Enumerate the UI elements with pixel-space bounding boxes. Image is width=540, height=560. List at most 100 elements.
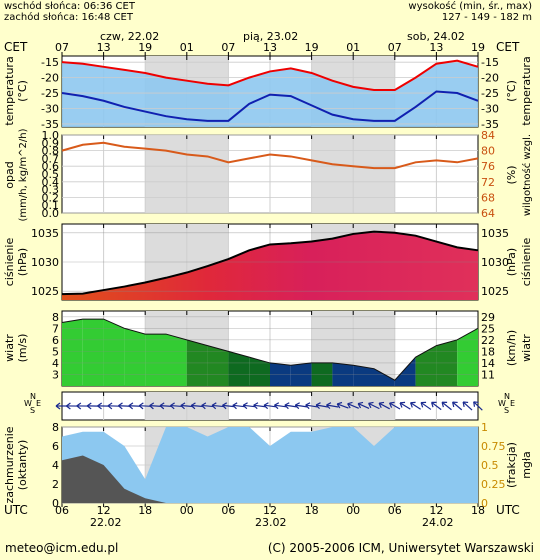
precip-ytick: 0.6 [42,160,60,173]
wind-ytick: 7 [52,322,59,335]
contact-email[interactable]: meteo@icm.edu.pl [5,541,119,555]
svg-text:W: W [24,399,32,408]
fog-ytick: 0.75 [481,440,506,453]
wind-ytick: 5 [52,345,59,358]
wind-arrow [326,402,339,410]
wind-arrow [76,402,89,410]
elevation-values: 127 - 149 - 182 m [441,12,532,23]
elevation-label: wysokość (min, śr., max) [408,1,532,12]
temp-min-line [61,90,479,122]
wind-arrow [201,402,214,410]
day-label-1: czw, 22.02 [100,30,159,43]
wind-area-segment [207,345,229,386]
bottom-hour-label: 18 [305,504,319,517]
wind-arrow [190,402,204,410]
cloud-ytick: 0 [52,497,59,510]
top-hour-label: 19 [138,41,152,54]
wind-arrow [138,402,152,410]
bottom-hour-label: 06 [55,504,69,517]
wind-area-segment [103,319,125,386]
top-zone-left: CET [4,40,28,54]
temp-ytick: -30 [41,102,59,115]
precip-ytick: 0.9 [42,137,60,150]
svg-text:S: S [504,406,509,415]
wind-area-segment [82,319,104,386]
top-hour-label: 01 [346,41,360,54]
wind-area-segment [249,357,270,386]
compass-icon-left: NSW E [24,392,41,415]
bottom-hour-label: 18 [138,504,152,517]
wind-arrow [441,401,452,411]
bottom-hour-label: 12 [263,504,277,517]
copyright-text: (C) 2005-2006 ICM, Uniwersytet Warszawsk… [267,541,534,555]
wind-ylabel-right: wiatr [520,334,533,362]
meteogram: CET CET UTC UTC czw, 22.02 pią, 23.02 so… [3,30,533,529]
svg-text:N: N [504,392,510,401]
wind-arrow [315,402,329,410]
wind-area-segment [415,345,437,386]
top-hour-label: 07 [221,41,235,54]
bottom-hour-label: 12 [97,504,111,517]
wind-arrow [211,402,225,410]
temp-ytick: -20 [41,72,59,85]
svg-text:E: E [36,399,41,408]
humidity-ytick: 76 [481,160,495,173]
wind-arrow [462,401,473,411]
cloud-low-area [62,455,478,503]
wind-arrow [149,402,162,410]
top-hour-label: 13 [429,41,443,54]
cloud-yunit: (oktanty) [16,440,29,491]
pressure-ylabel: ciśnienie [3,238,16,287]
wind-ytick-right: 29 [481,311,495,324]
top-hour-label: 19 [305,41,319,54]
wind-arrow [180,402,193,410]
temp-yunit-right: (°C) [505,80,518,102]
pressure-area [62,231,478,300]
precip-ytick: 0.1 [42,199,60,212]
bottom-hour-label: 00 [346,504,360,517]
pressure-ytick: 1035 [31,227,59,240]
wind-arrow [66,402,79,410]
precip-ytick: 0.3 [42,184,60,197]
wind-ytick: 8 [52,311,59,324]
temp-ylabel-right: temperatura [520,56,533,125]
top-hour-label: 19 [471,41,485,54]
temp-ytick-right: -15 [481,56,499,69]
fog-ytick: 0.5 [481,459,499,472]
wind-arrow [452,401,463,411]
top-hour-label: 07 [388,41,402,54]
humidity-ytick: 64 [481,207,495,220]
wind-arrow [357,401,370,410]
wind-area-segment [124,328,146,386]
wind-area-segment [228,351,250,386]
precip-ytick: 0.2 [42,191,60,204]
fog-yunit: (frakcja) [505,442,518,488]
pressure-ylabel-right: ciśnienie [520,238,533,287]
bottom-hour-label: 00 [180,504,194,517]
wind-ytick-right: 18 [481,345,495,358]
humidity-yunit: (%) [505,165,518,184]
humidity-ylabel: wilgotność wzgl. [521,134,533,216]
wind-arrow [242,402,256,410]
bottom-hour-label: 12 [429,504,443,517]
wind-area-segment [457,328,478,386]
fog-ytick: 0.25 [481,478,506,491]
temp-ytick-right: -25 [481,87,499,100]
wind-ytick: 6 [52,334,59,347]
wind-arrow [389,401,401,410]
fog-ytick: 1 [481,421,488,434]
wind-ytick-right: 11 [481,368,495,381]
wind-arrow [222,402,235,410]
pressure-ytick: 1030 [31,256,59,269]
wind-arrow [263,402,277,410]
wind-arrow [378,401,390,410]
wind-arrow [55,402,68,410]
temp-yunit: (°C) [16,80,29,102]
wind-area-segment [353,365,374,386]
top-zone-right: CET [496,40,520,54]
precip-yunit: (mm/h, kg/m^2/h) [18,128,29,221]
top-hour-label: 07 [55,41,69,54]
bottom-date-1: 22.02 [90,516,122,529]
day-label-2: pią, 23.02 [243,30,298,43]
wind-ytick: 3 [52,368,59,381]
